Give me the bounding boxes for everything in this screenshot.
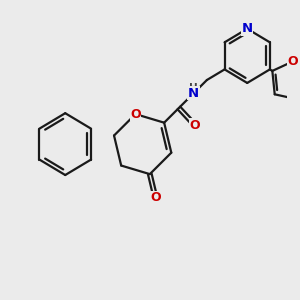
Text: O: O [190,119,200,132]
Text: H: H [189,83,198,93]
Text: N: N [242,22,253,35]
Text: O: O [288,55,298,68]
Text: N: N [188,87,199,100]
Text: O: O [150,191,161,204]
Text: O: O [130,108,141,121]
